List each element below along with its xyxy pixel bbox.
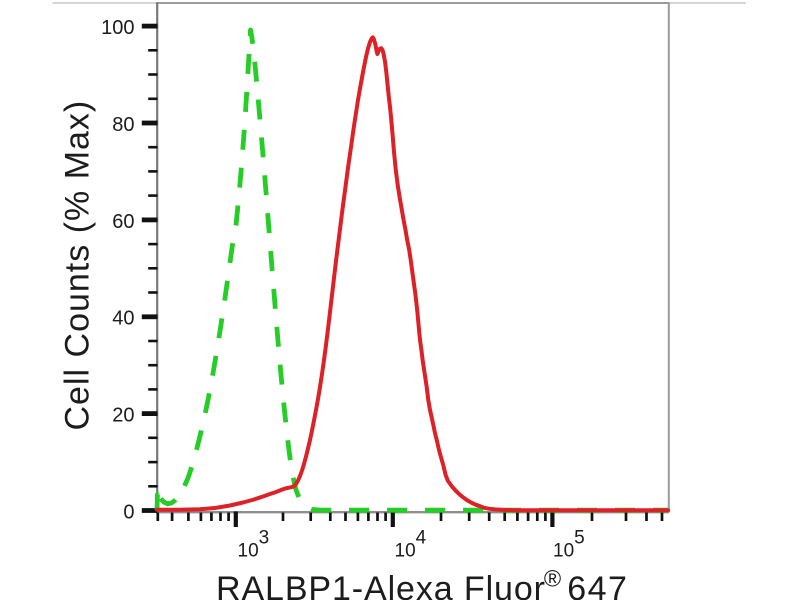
- svg-text:20: 20: [112, 405, 134, 427]
- svg-text:Cell Counts (% Max): Cell Counts (% Max): [59, 100, 97, 431]
- svg-text:40: 40: [112, 308, 134, 330]
- svg-text:100: 100: [101, 17, 134, 39]
- svg-text:80: 80: [112, 114, 134, 136]
- svg-text:RALBP1-Alexa Fluor®647: RALBP1-Alexa Fluor® 647: [216, 566, 628, 600]
- svg-text:60: 60: [112, 211, 134, 233]
- svg-text:0: 0: [123, 501, 134, 523]
